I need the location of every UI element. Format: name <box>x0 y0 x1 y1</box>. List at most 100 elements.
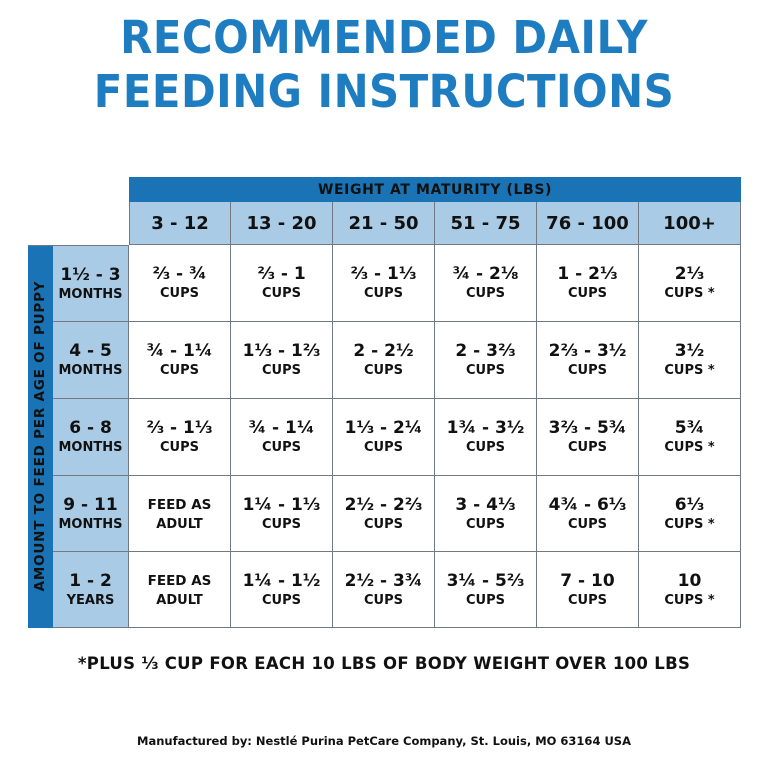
cell-unit: CUPS <box>466 592 505 608</box>
cell-amount: ⅔ - 1⅓ <box>350 264 417 284</box>
cell-amount: 2 - 2½ <box>353 341 414 361</box>
table-cell: 5¾ CUPS * <box>639 399 741 476</box>
cell-amount: 10 <box>677 570 702 591</box>
cell-amount: 1¾ - 3½ <box>446 418 525 438</box>
table-cell: 6⅓ CUPS * <box>639 476 741 552</box>
column-header: 21 - 50 <box>333 202 435 245</box>
table-cell: ¾ - 2⅛ CUPS <box>435 245 537 322</box>
cell-amount: 3 - 4⅓ <box>455 494 516 515</box>
cell-amount: ⅔ - 1 <box>257 264 306 284</box>
cell-unit: CUPS <box>262 516 301 532</box>
table-cell: ⅔ - 1⅓ CUPS <box>129 399 231 476</box>
cell-unit: CUPS <box>364 286 403 301</box>
row-age-unit: MONTHS <box>58 440 123 455</box>
table-cell: 3⅔ - 5¾ CUPS <box>537 399 639 476</box>
cell-amount: 5¾ <box>674 418 705 438</box>
cell-unit: CUPS * <box>664 286 715 301</box>
cell-amount: 2⅓ <box>674 264 705 284</box>
row-header: 9 - 11 MONTHS <box>53 476 129 552</box>
cell-unit: CUPS <box>262 440 301 455</box>
cell-amount: 1⅓ - 2¼ <box>344 418 423 438</box>
cell-unit: CUPS <box>568 286 607 301</box>
table-cell: ¾ - 1¼ CUPS <box>231 399 333 476</box>
column-header: 76 - 100 <box>537 202 639 245</box>
row-age-range: 1½ - 3 <box>60 264 121 285</box>
table-cell: ¾ - 1¼ CUPS <box>129 322 231 399</box>
cell-unit: CUPS * <box>664 516 715 532</box>
cell-amount: 6⅓ <box>674 494 705 515</box>
cell-amount: 1⅓ - 1⅔ <box>242 341 321 361</box>
table-cell: 2⅔ - 3½ CUPS <box>537 322 639 399</box>
cell-amount: FEED AS <box>147 496 212 513</box>
weight-at-maturity-header: WEIGHT AT MATURITY (LBS) <box>129 177 741 202</box>
table-cell: 2½ - 2⅔ CUPS <box>333 476 435 552</box>
table-cell: ⅔ - 1 CUPS <box>231 245 333 322</box>
footnote: *PLUS ⅓ CUP FOR EACH 10 LBS OF BODY WEIG… <box>77 654 691 673</box>
row-header: 1½ - 3 MONTHS <box>53 245 129 322</box>
cell-amount: 2½ - 2⅔ <box>344 494 423 515</box>
cell-amount: 1¼ - 1⅓ <box>242 494 321 515</box>
row-age-range: 9 - 11 <box>63 494 118 515</box>
table-cell: 3¼ - 5⅔ CUPS <box>435 552 537 628</box>
cell-amount: 2⅔ - 3½ <box>548 341 627 361</box>
row-age-unit: MONTHS <box>58 286 123 302</box>
row-age-range: 1 - 2 <box>69 570 112 591</box>
cell-amount: ⅔ - 1⅓ <box>146 418 213 438</box>
cell-amount: 3¼ - 5⅔ <box>446 570 525 591</box>
cell-unit: CUPS <box>160 363 199 378</box>
row-age-unit: MONTHS <box>58 516 123 532</box>
row-age-range: 6 - 8 <box>69 418 112 438</box>
table-cell: 7 - 10 CUPS <box>537 552 639 628</box>
row-header: 4 - 5 MONTHS <box>53 322 129 399</box>
column-header: 3 - 12 <box>129 202 231 245</box>
page-title-line-2: FEEDING INSTRUCTIONS <box>93 65 675 118</box>
row-age-range: 4 - 5 <box>69 341 112 361</box>
amount-to-feed-side-label: AMOUNT TO FEED PER AGE OF PUPPY <box>32 280 48 592</box>
row-age-unit: MONTHS <box>58 363 123 378</box>
cell-unit: CUPS <box>364 592 403 608</box>
cell-amount: 3⅔ - 5¾ <box>548 418 627 438</box>
row-age-unit: YEARS <box>66 592 115 608</box>
cell-amount: 2½ - 3¾ <box>344 570 423 591</box>
cell-unit: CUPS <box>466 286 505 301</box>
age-side-band <box>28 245 53 628</box>
table-cell: 1⅓ - 2¼ CUPS <box>333 399 435 476</box>
table-cell: 4¾ - 6⅓ CUPS <box>537 476 639 552</box>
table-cell: ⅔ - 1⅓ CUPS <box>333 245 435 322</box>
table-cell: 1⅓ - 1⅔ CUPS <box>231 322 333 399</box>
table-cell: 2½ - 3¾ CUPS <box>333 552 435 628</box>
cell-amount: FEED AS <box>147 572 212 589</box>
cell-unit: CUPS <box>364 516 403 532</box>
cell-unit: CUPS <box>160 286 199 301</box>
cell-unit: CUPS <box>466 363 505 378</box>
row-header: 6 - 8 MONTHS <box>53 399 129 476</box>
cell-unit: CUPS <box>568 592 607 608</box>
table-cell: 3½ CUPS * <box>639 322 741 399</box>
table-cell: FEED AS ADULT <box>129 552 231 628</box>
cell-unit: CUPS <box>262 363 301 378</box>
cell-unit: ADULT <box>156 592 203 608</box>
cell-amount: ⅔ - ¾ <box>152 264 207 284</box>
cell-unit: CUPS <box>466 440 505 455</box>
table-cell: 2⅓ CUPS * <box>639 245 741 322</box>
table-cell: 3 - 4⅓ CUPS <box>435 476 537 552</box>
table-cell: ⅔ - ¾ CUPS <box>129 245 231 322</box>
cell-unit: CUPS <box>160 440 199 455</box>
page-title-line-1: RECOMMENDED DAILY <box>120 11 648 64</box>
cell-amount: 3½ <box>674 341 705 361</box>
cell-unit: CUPS <box>262 592 301 608</box>
cell-unit: CUPS * <box>664 440 715 455</box>
column-header: 100+ <box>639 202 741 245</box>
table-cell: FEED AS ADULT <box>129 476 231 552</box>
table-cell: 1¼ - 1½ CUPS <box>231 552 333 628</box>
cell-unit: CUPS <box>364 440 403 455</box>
cell-amount: ¾ - 1¼ <box>146 341 213 361</box>
table-cell: 2 - 2½ CUPS <box>333 322 435 399</box>
cell-amount: ¾ - 1¼ <box>248 418 315 438</box>
cell-unit: CUPS <box>568 516 607 532</box>
column-header: 51 - 75 <box>435 202 537 245</box>
table-cell: 1¾ - 3½ CUPS <box>435 399 537 476</box>
cell-amount: 7 - 10 <box>560 570 615 591</box>
cell-unit: CUPS <box>466 516 505 532</box>
